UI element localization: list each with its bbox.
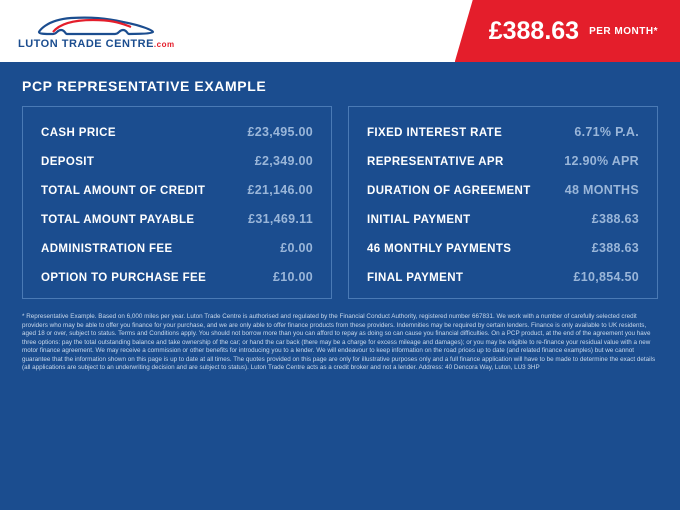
price-badge: £388.63 PER MONTH* [455,0,680,62]
finance-row: DURATION OF AGREEMENT 48 MONTHS [367,183,639,197]
row-value: 48 MONTHS [565,183,639,197]
row-label: REPRESENTATIVE APR [367,156,504,168]
finance-row: ADMINISTRATION FEE £0.00 [41,241,313,255]
logo: LUTON TRADE CENTRE.com [0,0,175,62]
logo-text: LUTON TRADE CENTRE.com [18,38,175,50]
finance-row: INITIAL PAYMENT £388.63 [367,212,639,226]
row-value: 12.90% APR [564,154,639,168]
finance-row: DEPOSIT £2,349.00 [41,154,313,168]
finance-row: TOTAL AMOUNT PAYABLE £31,469.11 [41,212,313,226]
row-value: £388.63 [592,212,639,226]
finance-row: OPTION TO PURCHASE FEE £10.00 [41,270,313,284]
row-value: £31,469.11 [248,212,313,226]
row-label: CASH PRICE [41,127,116,139]
row-label: DEPOSIT [41,156,94,168]
row-value: 6.71% P.A. [574,125,639,139]
row-label: DURATION OF AGREEMENT [367,185,531,197]
row-value: £388.63 [592,241,639,255]
row-label: ADMINISTRATION FEE [41,243,173,255]
finance-row: REPRESENTATIVE APR 12.90% APR [367,154,639,168]
row-label: 46 MONTHLY PAYMENTS [367,243,511,255]
per-month-label: PER MONTH* [589,26,658,37]
row-label: FINAL PAYMENT [367,272,463,284]
row-value: £2,349.00 [255,154,313,168]
row-label: TOTAL AMOUNT OF CREDIT [41,185,205,197]
disclaimer-footnote: * Representative Example. Based on 6,000… [0,299,680,373]
row-label: INITIAL PAYMENT [367,214,471,226]
row-label: FIXED INTEREST RATE [367,127,502,139]
row-value: £10,854.50 [573,270,639,284]
car-logo-icon [31,12,161,40]
section-title: PCP REPRESENTATIVE EXAMPLE [0,62,680,106]
finance-row: 46 MONTHLY PAYMENTS £388.63 [367,241,639,255]
row-label: OPTION TO PURCHASE FEE [41,272,206,284]
finance-row: FINAL PAYMENT £10,854.50 [367,270,639,284]
right-panel: FIXED INTEREST RATE 6.71% P.A. REPRESENTAT… [348,106,658,299]
row-value: £10.00 [273,270,313,284]
row-label: TOTAL AMOUNT PAYABLE [41,214,194,226]
finance-panels: CASH PRICE £23,495.00 DEPOSIT £2,349.00 TOTA… [0,106,680,299]
finance-row: CASH PRICE £23,495.00 [41,125,313,139]
row-value: £23,495.00 [247,125,313,139]
left-panel: CASH PRICE £23,495.00 DEPOSIT £2,349.00 TOTA… [22,106,332,299]
monthly-price: £388.63 [489,17,579,46]
finance-row: TOTAL AMOUNT OF CREDIT £21,146.00 [41,183,313,197]
header: LUTON TRADE CENTRE.com £388.63 PER MONTH… [0,0,680,62]
finance-row: FIXED INTEREST RATE 6.71% P.A. [367,125,639,139]
row-value: £0.00 [280,241,313,255]
row-value: £21,146.00 [247,183,313,197]
